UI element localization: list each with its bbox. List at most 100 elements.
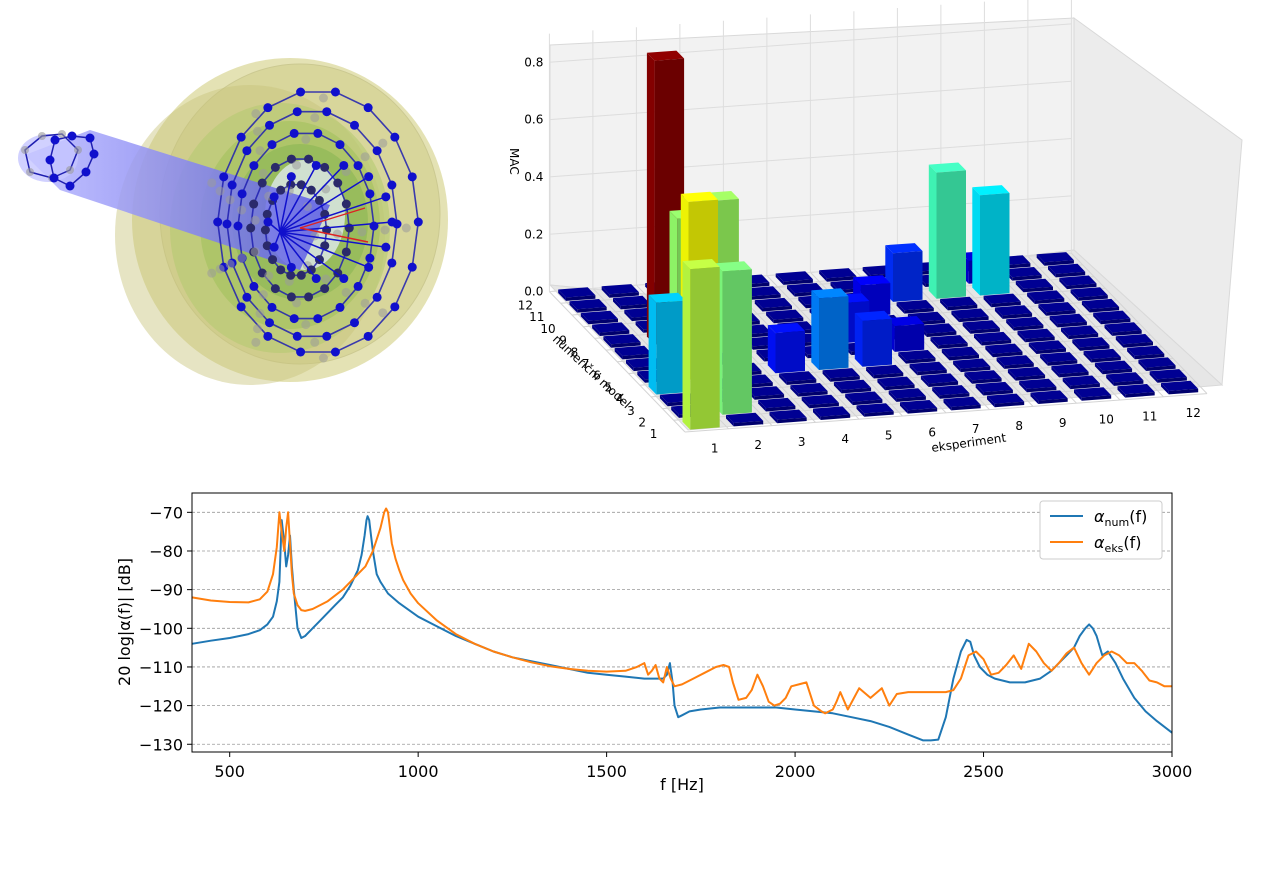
mac-bar [558, 287, 596, 298]
mac-bar [972, 185, 1010, 196]
frf-y-tick: −70 [149, 503, 183, 522]
mesh-node [322, 331, 332, 341]
mac-bar [981, 339, 1012, 346]
mac-bar [1028, 342, 1037, 354]
frf-y-axis-label: 20 log|α(f)| [dB] [115, 558, 134, 686]
mac-x-tick: 10 [1099, 413, 1114, 427]
mac-bar [1006, 319, 1014, 331]
mesh-node-ghost [380, 225, 390, 235]
mac-bar [960, 366, 991, 373]
mac-bar [1115, 336, 1124, 348]
mac-bar [972, 187, 980, 296]
mesh-node [353, 161, 363, 171]
mac-bar [659, 394, 668, 407]
mesh-spoke [279, 221, 393, 233]
mesh-node [45, 155, 55, 165]
mac-bar [975, 384, 984, 396]
mesh-spoke [273, 196, 281, 233]
mac-bar [1028, 340, 1066, 351]
mesh-node [311, 160, 321, 170]
mac-bar [928, 381, 959, 387]
mesh-spoke [279, 231, 386, 248]
mesh-node [311, 274, 321, 284]
mac-bar [940, 299, 948, 311]
mac-bar [928, 164, 937, 299]
mac-bar [959, 316, 989, 323]
mac-x-tick: 11 [1142, 409, 1157, 423]
mesh-node-ghost [360, 152, 370, 162]
mac-bar [1127, 347, 1135, 360]
mac-bar [722, 269, 752, 415]
mac-bar [758, 400, 766, 412]
mac-bar [682, 261, 691, 430]
mac-bar [932, 387, 940, 399]
mesh-node-ghost [301, 320, 311, 330]
mac-bar [845, 393, 853, 406]
mesh-node [381, 242, 391, 252]
mesh-node-ghost [264, 271, 274, 281]
mac-bar [1112, 330, 1142, 336]
mac-bar [1083, 348, 1121, 360]
mesh-node [364, 172, 374, 182]
mesh-node [296, 347, 306, 357]
mac-bar [601, 286, 610, 298]
mac-bar [1123, 342, 1153, 348]
mesh-node [67, 131, 77, 141]
mac-bar [826, 276, 857, 282]
mac-bar [1059, 277, 1067, 290]
mac-x-tick: 12 [1186, 406, 1201, 420]
mesh-node-ghost [318, 93, 328, 103]
mesh-node-ghost [21, 146, 29, 154]
mac-bar [637, 371, 645, 383]
mac-bar [1074, 387, 1112, 398]
mac-bar [773, 317, 804, 324]
mac-bar [983, 293, 1021, 304]
mac-bar [1072, 337, 1110, 348]
mesh-node [339, 160, 349, 170]
mac-bar [588, 318, 618, 325]
mac-bar [746, 386, 785, 397]
mac-bar [920, 373, 959, 384]
mesh-node-ghost [237, 205, 247, 215]
mac-bar [974, 331, 1012, 343]
mesh-node-ghost [253, 126, 262, 136]
mesh-node [270, 162, 280, 172]
mac-bar [1081, 395, 1112, 401]
mac-bar [813, 408, 821, 420]
mac-bar [1149, 371, 1158, 383]
mac-bar [1100, 318, 1131, 325]
mac-bar [1125, 392, 1155, 398]
mac-bar [1030, 392, 1039, 404]
mac-bar [1055, 271, 1086, 278]
mac-bar [894, 323, 925, 352]
mac-bar [1062, 377, 1071, 390]
mac-bar [769, 409, 807, 420]
mac-bar [1089, 306, 1120, 313]
mac-bar [682, 259, 720, 270]
mesh-node [260, 225, 270, 235]
mac-bar [845, 391, 883, 402]
mac-bar [626, 359, 634, 372]
mac-bar [1004, 267, 1042, 278]
mac-bar [801, 394, 839, 405]
mac-bar [769, 411, 778, 424]
mac-bar [1017, 330, 1026, 343]
mac-bar [1036, 254, 1045, 266]
mac-bar [964, 370, 1002, 381]
mac-bar [1015, 280, 1024, 293]
mac-bar [951, 404, 981, 411]
mesh-node-ghost [318, 353, 328, 363]
mesh-node-ghost [215, 186, 225, 196]
mac-bar [1004, 363, 1034, 369]
mac-bar [953, 360, 961, 373]
mac-bar [974, 334, 982, 346]
mac-bar [833, 382, 842, 394]
mesh-node [263, 217, 273, 227]
mesh-node-ghost [207, 268, 217, 278]
mac-bar [767, 325, 776, 374]
mac-z-tick: 0.4 [524, 170, 543, 184]
mac-bar [614, 348, 623, 360]
mac-bar [993, 351, 1023, 358]
mac-bar [980, 193, 1010, 296]
mac-bar [743, 286, 781, 297]
